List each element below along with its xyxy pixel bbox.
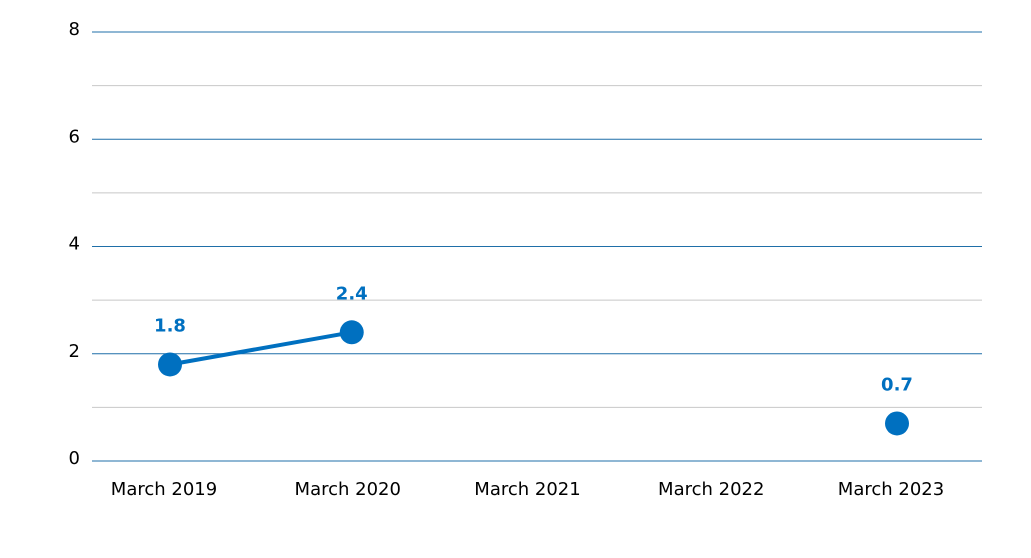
x-tick-label: March 2021 xyxy=(474,479,580,500)
point xyxy=(885,411,909,436)
value-label: 2.4 xyxy=(336,283,368,304)
value-label: 0.7 xyxy=(881,374,913,395)
x-tick-label: March 2020 xyxy=(295,479,401,500)
y-tick-label: 4 xyxy=(69,234,80,255)
y-tick-label: 8 xyxy=(69,19,80,40)
point xyxy=(158,352,182,377)
y-tick-label: 6 xyxy=(69,126,80,147)
y-tick-label: 0 xyxy=(69,448,80,469)
point xyxy=(339,320,364,345)
y-tick-label: 2 xyxy=(69,341,80,362)
value-label: 1.8 xyxy=(154,315,186,336)
series-line xyxy=(170,332,897,423)
x-tick-label: March 2023 xyxy=(838,479,944,500)
x-tick-label: March 2019 xyxy=(111,479,217,500)
x-tick-label: March 2022 xyxy=(658,479,764,500)
